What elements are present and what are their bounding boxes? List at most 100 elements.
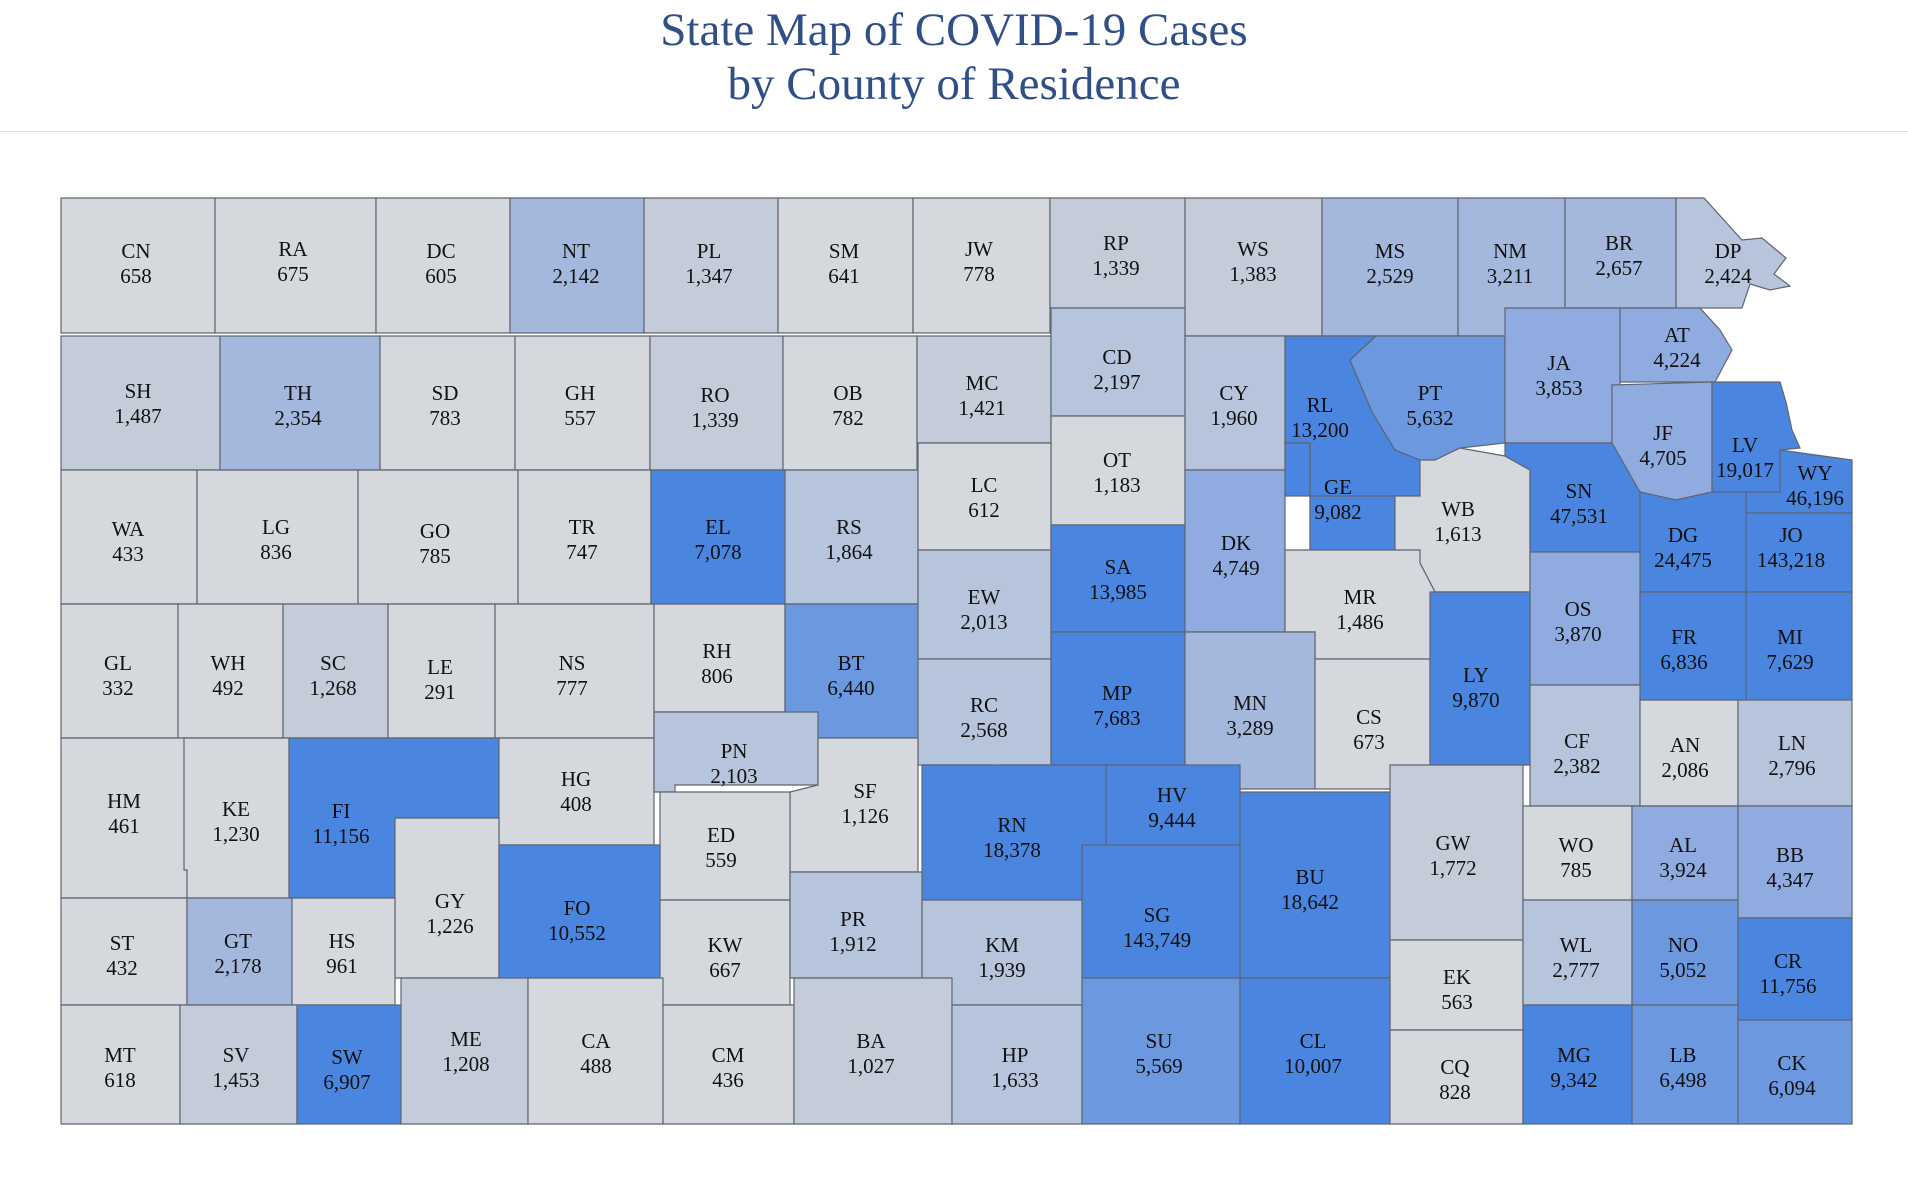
- county-pt[interactable]: PT5,632: [1349, 335, 1506, 461]
- county-ba[interactable]: BA1,027: [793, 977, 953, 1125]
- county-mi[interactable]: MI7,629: [1745, 591, 1853, 701]
- county-dp[interactable]: DP2,424: [1675, 197, 1792, 309]
- county-shape[interactable]: [400, 977, 529, 1125]
- county-br[interactable]: BR2,657: [1564, 197, 1677, 309]
- county-rp[interactable]: RP1,339: [1049, 197, 1186, 309]
- county-sh[interactable]: SH1,487: [60, 335, 221, 471]
- county-cf[interactable]: CF2,382: [1529, 684, 1641, 807]
- county-at[interactable]: AT4,224: [1619, 307, 1733, 383]
- county-ck[interactable]: CK6,094: [1737, 1019, 1853, 1125]
- county-ro[interactable]: RO1,339: [649, 335, 784, 471]
- county-ke[interactable]: KE1,230: [183, 737, 290, 899]
- county-os[interactable]: OS3,870: [1529, 551, 1641, 686]
- county-nt[interactable]: NT2,142: [509, 197, 645, 334]
- county-cy[interactable]: CY1,960: [1184, 335, 1286, 471]
- county-su[interactable]: SU5,569: [1081, 977, 1241, 1125]
- county-no[interactable]: NO5,052: [1631, 899, 1739, 1006]
- county-ja[interactable]: JA3,853: [1504, 307, 1621, 444]
- county-rc[interactable]: RC2,568: [917, 658, 1052, 772]
- county-ly[interactable]: LY9,870: [1429, 591, 1531, 766]
- county-hp[interactable]: HP1,633: [951, 1004, 1083, 1125]
- county-gt[interactable]: GT2,178: [186, 897, 293, 1006]
- county-ew[interactable]: EW2,013: [917, 549, 1052, 660]
- county-sc[interactable]: SC1,268: [282, 603, 389, 739]
- county-hv[interactable]: HV9,444: [1105, 764, 1241, 846]
- county-bb[interactable]: BB4,347: [1737, 805, 1853, 919]
- county-shape[interactable]: [653, 711, 819, 793]
- county-th[interactable]: TH2,354: [219, 335, 381, 471]
- county-shape[interactable]: [1675, 197, 1792, 309]
- county-al[interactable]: AL3,924: [1631, 805, 1739, 901]
- county-el[interactable]: EL7,078: [650, 469, 786, 605]
- county-mg[interactable]: MG9,342: [1522, 1004, 1633, 1125]
- county-mr[interactable]: MR1,486: [1284, 549, 1436, 660]
- county-ln[interactable]: LN2,796: [1737, 699, 1853, 807]
- county-shape[interactable]: [912, 197, 1051, 334]
- county-wl[interactable]: WL2,777: [1522, 899, 1633, 1006]
- county-ge[interactable]: GE9,082: [1284, 442, 1396, 551]
- county-dk[interactable]: DK4,749: [1184, 469, 1286, 633]
- county-sv[interactable]: SV1,453: [179, 1004, 298, 1125]
- county-gy[interactable]: GY1,226: [394, 817, 500, 979]
- county-shape[interactable]: [1619, 307, 1733, 383]
- county-km[interactable]: KM1,939: [921, 899, 1083, 1006]
- county-nm[interactable]: NM3,211: [1457, 197, 1566, 337]
- county-shape[interactable]: [1737, 1019, 1853, 1125]
- county-me[interactable]: ME1,208: [400, 977, 529, 1125]
- county-pl[interactable]: PL1,347: [643, 197, 779, 334]
- county-pr[interactable]: PR1,912: [789, 871, 923, 979]
- county-shape[interactable]: [60, 335, 221, 471]
- county-rs[interactable]: RS1,864: [784, 469, 919, 605]
- county-ms[interactable]: MS2,529: [1321, 197, 1459, 337]
- county-sf[interactable]: SF1,126: [789, 737, 919, 873]
- county-fr[interactable]: FR6,836: [1639, 591, 1747, 701]
- county-lb[interactable]: LB6,498: [1631, 1004, 1739, 1125]
- county-ws[interactable]: WS1,383: [1184, 197, 1323, 337]
- county-cd[interactable]: CD2,197: [1050, 307, 1186, 417]
- county-gw[interactable]: GW1,772: [1389, 764, 1524, 941]
- county-pn[interactable]: PN2,103: [653, 711, 819, 793]
- county-mc[interactable]: MC1,421: [916, 335, 1052, 444]
